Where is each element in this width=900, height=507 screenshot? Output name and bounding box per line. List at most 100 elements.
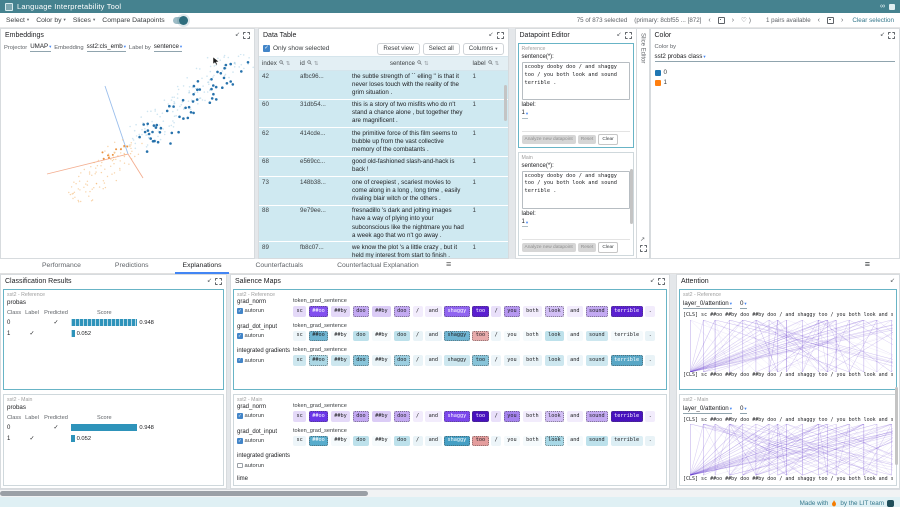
datapoint[interactable] [175, 115, 177, 117]
datapoint[interactable] [103, 158, 105, 160]
datapoint[interactable] [120, 152, 121, 153]
datapoint[interactable] [223, 56, 225, 58]
datapoint[interactable] [189, 86, 191, 88]
datapoint[interactable] [243, 68, 245, 70]
scrollbar-thumb[interactable] [0, 491, 368, 496]
datapoint[interactable] [112, 160, 113, 161]
datapoint[interactable] [114, 142, 115, 143]
datapoint[interactable] [103, 188, 104, 189]
datapoint[interactable] [126, 146, 128, 148]
datapoint[interactable] [119, 169, 120, 170]
datapoint[interactable] [240, 54, 242, 55]
datapoint[interactable] [93, 162, 94, 163]
datapoint[interactable] [177, 131, 180, 134]
salience-token[interactable]: too [472, 436, 488, 447]
salience-token[interactable]: / [491, 306, 501, 317]
datapoint[interactable] [88, 196, 89, 197]
salience-token[interactable]: ##by [331, 355, 351, 366]
datapoint[interactable] [201, 78, 203, 80]
datapoint[interactable] [172, 105, 175, 108]
datapoint[interactable] [153, 140, 156, 143]
column-header-sentence[interactable]: sentence⇅ [349, 60, 470, 67]
datapoint[interactable] [148, 137, 150, 139]
datapoint[interactable] [68, 192, 69, 193]
salience-token[interactable]: shaggy [444, 331, 470, 342]
datapoint[interactable] [207, 91, 209, 93]
datapoint[interactable] [110, 159, 111, 160]
datapoint[interactable] [138, 154, 139, 155]
datapoint[interactable] [96, 183, 97, 184]
datapoint[interactable] [135, 148, 137, 150]
datapoint[interactable] [182, 117, 185, 120]
datapoint[interactable] [104, 182, 105, 183]
search-icon[interactable] [307, 60, 312, 67]
datapoint[interactable] [168, 103, 170, 105]
salience-token[interactable]: both [523, 355, 543, 366]
datapoint[interactable] [85, 191, 86, 192]
salience-token[interactable]: sound [586, 436, 609, 447]
datapoint[interactable] [213, 75, 215, 77]
datapoint[interactable] [223, 67, 226, 70]
datapoint[interactable] [188, 106, 191, 109]
datapoint[interactable] [85, 183, 86, 184]
datapoint[interactable] [169, 142, 172, 145]
salience-token[interactable]: and [567, 331, 583, 342]
maximize-icon[interactable] [497, 32, 504, 39]
salience-token[interactable]: look [545, 355, 565, 366]
datapoint[interactable] [241, 64, 243, 66]
datapoint[interactable] [226, 82, 229, 85]
salience-token[interactable]: look [545, 331, 565, 342]
datapoint[interactable] [149, 137, 152, 140]
datapoint[interactable] [102, 151, 104, 153]
salience-token[interactable]: ##by [331, 306, 351, 317]
datapoint[interactable] [151, 121, 153, 123]
datapoint[interactable] [103, 180, 104, 181]
datapoint[interactable] [147, 125, 149, 127]
salience-token[interactable]: too [472, 411, 488, 422]
datapoint[interactable] [131, 158, 132, 159]
datapoint[interactable] [177, 86, 179, 88]
autorun-checkbox[interactable]: ✓ [237, 358, 243, 364]
salience-token[interactable]: doo [353, 306, 369, 317]
drag-handle-icon[interactable]: ≡ [446, 259, 451, 269]
datapoint[interactable] [228, 77, 230, 79]
datapoint[interactable] [97, 165, 98, 166]
clear-selection-link[interactable]: Clear selection [852, 17, 894, 24]
datapoint[interactable] [252, 67, 254, 69]
datapoint[interactable] [113, 163, 114, 164]
datapoint[interactable] [193, 85, 196, 88]
maximize-icon[interactable] [625, 32, 632, 39]
datapoint[interactable] [157, 141, 160, 144]
salience-token[interactable]: you [504, 355, 520, 366]
datapoint[interactable] [141, 134, 143, 136]
autorun-checkbox[interactable]: ✓ [237, 413, 243, 419]
sort-icon[interactable]: ⇅ [314, 61, 319, 67]
salience-token[interactable]: doo [394, 306, 410, 317]
datapoint[interactable] [101, 162, 102, 163]
datapoint[interactable] [116, 180, 117, 181]
search-icon[interactable] [488, 60, 493, 67]
datapoint[interactable] [210, 66, 212, 68]
salience-token[interactable]: you [504, 436, 520, 447]
salience-token[interactable]: ##oo [309, 436, 329, 447]
datapoint[interactable] [91, 175, 92, 176]
datapoint[interactable] [234, 66, 236, 68]
datapoint[interactable] [135, 124, 137, 126]
slices-dropdown[interactable]: Slices▾ [73, 17, 95, 24]
table-row[interactable]: 89fb8c07...we know the plot 's a little … [259, 242, 508, 258]
datapoint[interactable] [159, 116, 161, 118]
salience-token[interactable]: doo [394, 331, 410, 342]
favorite-icon[interactable]: ♡ [741, 16, 747, 24]
salience-token[interactable]: too [472, 306, 488, 317]
datapoint[interactable] [248, 57, 250, 59]
next-datapoint-icon[interactable]: › [732, 17, 734, 24]
datapoint[interactable] [130, 148, 131, 149]
datapoint[interactable] [210, 78, 213, 81]
sentence-textarea[interactable]: scooby dooby doo / and shaggy too / you … [522, 171, 630, 209]
salience-token[interactable]: doo [353, 411, 369, 422]
datapoint[interactable] [177, 109, 179, 111]
datapoint[interactable] [171, 132, 174, 135]
datapoint[interactable] [168, 125, 170, 127]
datapoint[interactable] [111, 174, 112, 175]
salience-token[interactable]: / [413, 355, 423, 366]
